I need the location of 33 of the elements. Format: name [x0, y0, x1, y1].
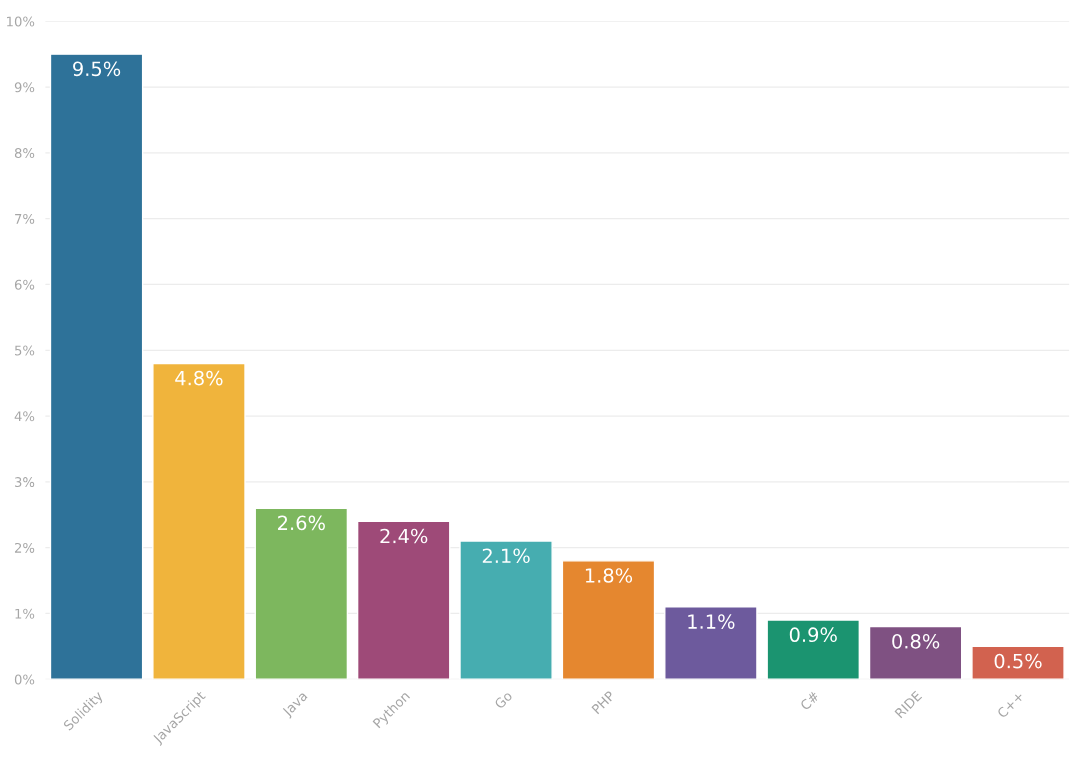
y-tick-label: 3% — [15, 477, 35, 488]
y-tick-label: 4% — [14, 411, 35, 422]
y-tick-label: 0% — [14, 674, 35, 685]
bar — [868, 625, 963, 680]
bar — [152, 362, 246, 680]
bar — [561, 560, 656, 680]
y-tick-label: 7% — [15, 213, 35, 224]
bar — [971, 645, 1065, 680]
data-label: 9.5% — [73, 61, 121, 77]
bar — [49, 53, 144, 680]
data-label: 2.4% — [380, 528, 428, 544]
y-tick-label: 10% — [7, 16, 35, 27]
data-label: 0.5% — [994, 653, 1042, 669]
data-label: 1.8% — [585, 568, 633, 583]
y-tick-label: 1% — [15, 608, 35, 619]
y-tick-label: 5% — [15, 345, 35, 356]
data-label: 2.6% — [278, 515, 325, 531]
y-tick-label: 9% — [14, 82, 35, 93]
data-label: 0.9% — [789, 627, 837, 643]
y-tick-label: 2% — [14, 542, 35, 553]
y-tick-label: 8% — [14, 148, 35, 159]
bar — [356, 520, 451, 680]
data-label: 4.8% — [175, 370, 223, 386]
data-label: 0.8% — [892, 633, 940, 649]
x-tick-label: Go — [493, 690, 513, 710]
bar — [459, 540, 553, 680]
y-tick-label: 6% — [14, 279, 35, 290]
bar — [254, 507, 349, 680]
bar — [766, 619, 861, 680]
bar — [664, 606, 758, 680]
x-tick-label: C# — [799, 690, 820, 711]
data-label: 1.1% — [688, 614, 735, 629]
data-label: 2.1% — [482, 548, 530, 564]
